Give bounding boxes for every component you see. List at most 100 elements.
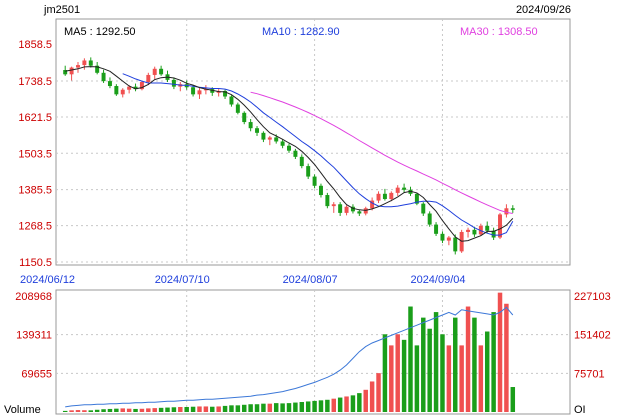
volume-bar (312, 400, 317, 412)
volume-bar (280, 403, 285, 412)
candle-body (274, 137, 279, 142)
candle-body (203, 89, 208, 91)
price-tick-label: 1858.5 (18, 39, 52, 51)
volume-bar (101, 409, 106, 412)
candles (63, 57, 515, 255)
volume-bar (197, 406, 202, 412)
volume-bar (484, 331, 490, 412)
ma30-line (250, 91, 513, 214)
volume-bar (261, 403, 266, 412)
candle-body (510, 208, 515, 210)
date-tick-label: 2024/08/07 (283, 274, 338, 286)
volume-bar (344, 396, 349, 412)
price-grid (56, 19, 570, 265)
candle-body (421, 203, 426, 214)
price-axis: 1858.5 1738.5 1621.5 1503.5 1385.5 1268.5 1150… (18, 39, 52, 269)
volume-bar (235, 405, 241, 412)
volume-bar (62, 410, 68, 412)
volume-bar (478, 345, 484, 412)
candle-body (248, 122, 253, 129)
volume-bar (305, 401, 311, 412)
candle-body (472, 229, 477, 235)
candle-body (223, 90, 228, 97)
volume-bar (510, 387, 516, 412)
candle-body (107, 81, 112, 87)
candle-body (382, 193, 387, 200)
volume-bar (421, 317, 426, 412)
volume-bar (210, 406, 215, 412)
price-tick-label: 1503.5 (18, 148, 52, 160)
candle-body (498, 214, 502, 238)
volume-bar (152, 408, 157, 412)
oi-tick-label: 75701 (574, 368, 605, 380)
price-tick-label: 1385.5 (18, 185, 52, 197)
candle-body (76, 65, 80, 68)
candle-body (299, 156, 304, 167)
volume-bar (453, 317, 458, 412)
volume-bar (94, 409, 100, 412)
candle-body (293, 150, 298, 157)
candle-body (453, 237, 458, 252)
volume-bar (491, 312, 496, 412)
volume-bar (337, 397, 343, 412)
volume-bar (376, 373, 381, 412)
candle-body (440, 233, 445, 241)
volume-bar (171, 407, 177, 412)
volume-panel (55, 289, 571, 415)
date-axis: 2024/06/12 2024/07/10 2024/08/07 2024/09/04 (20, 274, 466, 286)
date-tick-label: 2024/06/12 (20, 274, 75, 286)
volume-bar (401, 339, 407, 412)
price-tick-label: 1268.5 (18, 221, 52, 233)
candle-body (485, 225, 490, 231)
volume-axis: 208968 139311 69655 Volume (4, 291, 52, 416)
volume-bar (408, 306, 413, 412)
candle-body (261, 132, 266, 140)
volume-bar (363, 389, 368, 412)
candle-body (101, 72, 106, 82)
candle-body (120, 89, 125, 95)
candle-body (350, 206, 355, 212)
ma10-line (122, 73, 514, 236)
candle-body (255, 128, 260, 133)
candle-body (376, 193, 381, 201)
candle-body (434, 224, 439, 234)
volume-bar (222, 405, 228, 412)
candle-body (466, 229, 471, 232)
volume-bar (357, 393, 362, 412)
volume-bar (286, 403, 292, 412)
volume-bar (414, 345, 420, 412)
volume-bar (203, 406, 209, 412)
volume-tick-label: 208968 (15, 291, 52, 303)
candle-body (242, 112, 247, 123)
candle-body (331, 204, 336, 207)
candle-body (338, 204, 343, 213)
oi-tick-label: 227103 (574, 291, 611, 303)
price-tick-label: 1621.5 (18, 112, 52, 124)
volume-bar (75, 410, 81, 412)
candle-body (267, 137, 272, 140)
volume-bar (273, 403, 279, 412)
date-tick-label: 2024/07/10 (155, 274, 210, 286)
candle-body (370, 200, 375, 209)
volume-bar (440, 334, 445, 412)
volume-bar (178, 407, 183, 412)
oi-tick-label: OI (574, 404, 586, 416)
volume-bar (350, 395, 356, 412)
volume-tick-label: 69655 (21, 368, 52, 380)
ma30-legend: MA30 : 1308.50 (460, 26, 538, 38)
volume-bar (158, 407, 164, 412)
volume-bar (369, 381, 375, 412)
price-tick-label: 1738.5 (18, 76, 52, 88)
candle-body (95, 65, 100, 73)
volume-bar (299, 402, 305, 412)
candle-body (287, 145, 291, 151)
volume-bar (293, 402, 298, 412)
volume-bar (190, 406, 196, 412)
volume-bar (88, 410, 94, 412)
ma5-line (65, 66, 514, 242)
candle-body (197, 90, 202, 95)
candle-body (63, 70, 68, 75)
volume-bar (248, 404, 253, 412)
volume-bar (107, 408, 113, 412)
